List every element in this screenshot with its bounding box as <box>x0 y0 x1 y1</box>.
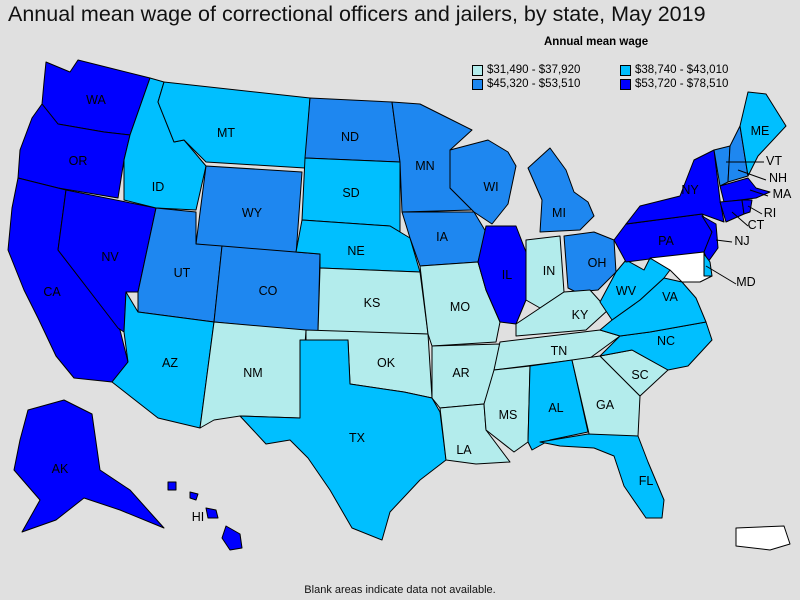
label-wa: WA <box>86 93 106 107</box>
territory-pr[interactable] <box>735 525 791 551</box>
state-md[interactable] <box>649 251 713 283</box>
label-co: CO <box>259 284 278 298</box>
legend-item-2: $38,740 - $43,010 <box>620 64 728 76</box>
label-mt: MT <box>217 126 235 140</box>
label-va: VA <box>662 290 678 304</box>
state-ri[interactable] <box>741 199 753 215</box>
label-ct: CT <box>748 218 765 232</box>
label-wy: WY <box>242 206 263 220</box>
label-mn: MN <box>415 159 434 173</box>
state-tx[interactable] <box>239 339 447 541</box>
label-la: LA <box>456 443 472 457</box>
label-ky: KY <box>572 308 589 322</box>
legend-title: Annual mean wage <box>544 36 649 48</box>
state-oh[interactable] <box>563 231 617 293</box>
label-nd: ND <box>341 130 359 144</box>
label-or: OR <box>69 154 88 168</box>
label-nm: NM <box>243 366 262 380</box>
label-me: ME <box>751 124 770 138</box>
label-vt: VT <box>766 154 782 168</box>
state-fl[interactable] <box>539 433 665 519</box>
state-ga[interactable] <box>571 355 641 439</box>
state-wi[interactable] <box>449 139 517 225</box>
state-hi-oahu[interactable] <box>189 491 199 501</box>
label-leader-lines <box>705 161 769 285</box>
label-il: IL <box>502 268 512 282</box>
label-ga: GA <box>596 398 615 412</box>
label-wv: WV <box>616 284 637 298</box>
label-in: IN <box>543 264 556 278</box>
footnote: Blank areas indicate data not available. <box>304 584 496 596</box>
legend-swatch-3 <box>472 78 483 90</box>
legend-item-1: $31,490 - $37,920 <box>472 64 580 76</box>
label-nj: NJ <box>734 234 749 248</box>
legend-item-4: $53,720 - $78,510 <box>620 78 728 90</box>
label-pa: PA <box>658 234 674 248</box>
label-sc: SC <box>631 368 648 382</box>
legend-swatch-2 <box>620 64 631 76</box>
label-sd: SD <box>342 186 359 200</box>
legend-item-3: $45,320 - $53,510 <box>472 78 580 90</box>
legend-label-3: $45,320 - $53,510 <box>487 78 581 90</box>
legend-label-2: $38,740 - $43,010 <box>635 64 729 76</box>
label-ma: MA <box>773 187 792 201</box>
label-ia: IA <box>436 230 448 244</box>
label-tn: TN <box>551 344 568 358</box>
legend-label-4: $53,720 - $78,510 <box>635 78 729 90</box>
state-ak[interactable] <box>13 399 165 533</box>
state-mi[interactable] <box>527 147 595 233</box>
label-oh: OH <box>588 256 607 270</box>
label-ri: RI <box>764 206 777 220</box>
legend-swatch-4 <box>620 78 631 90</box>
state-hi-kauai[interactable] <box>167 481 177 491</box>
state-tn[interactable] <box>493 329 621 371</box>
label-wi: WI <box>483 180 498 194</box>
label-ks: KS <box>364 296 381 310</box>
label-ca: CA <box>43 285 61 299</box>
legend-label-1: $31,490 - $37,920 <box>487 64 581 76</box>
label-al: AL <box>548 401 563 415</box>
label-mo: MO <box>450 300 470 314</box>
label-az: AZ <box>162 356 178 370</box>
label-fl: FL <box>639 474 654 488</box>
label-ms: MS <box>499 408 518 422</box>
label-ar: AR <box>452 366 469 380</box>
state-me[interactable] <box>739 91 787 177</box>
label-id: ID <box>152 180 165 194</box>
label-nh: NH <box>769 171 787 185</box>
state-hi-big-island[interactable] <box>221 525 243 551</box>
label-ut: UT <box>174 266 191 280</box>
legend-swatch-1 <box>472 64 483 76</box>
label-nv: NV <box>101 250 119 264</box>
state-or[interactable] <box>17 103 131 199</box>
state-ny[interactable] <box>625 149 725 225</box>
label-md: MD <box>736 275 755 289</box>
label-ny: NY <box>681 183 699 197</box>
state-hi-maui[interactable] <box>205 507 219 519</box>
label-ok: OK <box>377 356 396 370</box>
label-tx: TX <box>349 431 366 445</box>
map-title: Annual mean wage of correctional officer… <box>8 2 706 26</box>
state-ky[interactable] <box>515 289 609 337</box>
label-mi: MI <box>552 206 566 220</box>
label-nc: NC <box>657 334 675 348</box>
label-ne: NE <box>347 244 364 258</box>
label-hi: HI <box>192 510 205 524</box>
label-ak: AK <box>52 462 69 476</box>
